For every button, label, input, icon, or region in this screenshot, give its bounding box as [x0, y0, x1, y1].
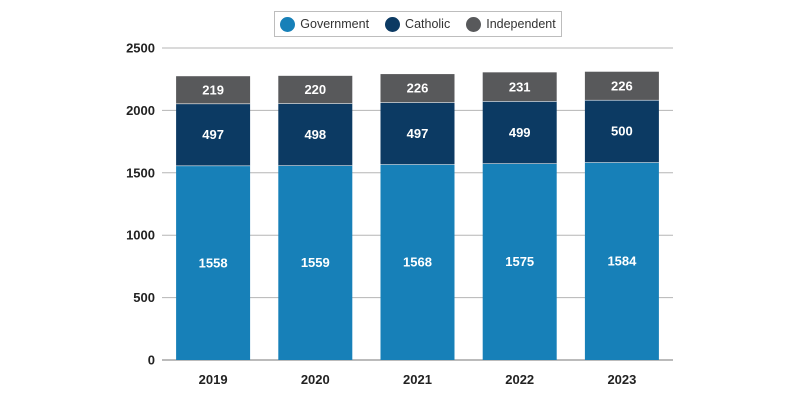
legend-item-catholic: Catholic: [385, 16, 451, 32]
legend-swatch-catholic: [385, 16, 401, 32]
x-tick-label: 2021: [403, 372, 432, 387]
legend-item-government: Government: [280, 16, 370, 32]
legend-label-independent: Independent: [486, 17, 556, 31]
y-tick-label: 2000: [126, 103, 155, 118]
data-label: 497: [407, 126, 429, 141]
data-label: 497: [202, 127, 224, 142]
bar-government-2019: [176, 165, 251, 360]
bar-catholic-2021: [380, 102, 455, 165]
data-label: 1558: [199, 255, 228, 270]
bar-catholic-2019: [176, 103, 251, 166]
data-label: 1575: [505, 254, 534, 269]
data-label: 1568: [403, 255, 432, 270]
bar-independent-2020: [278, 75, 353, 104]
legend: Government Catholic Independent: [274, 11, 562, 37]
x-tick-label: 2023: [607, 372, 636, 387]
y-axis: 0 500 1000 1500 2000 2500: [126, 41, 155, 368]
bar-independent-2019: [176, 76, 251, 104]
data-label: 500: [611, 124, 633, 139]
bar-independent-2021: [380, 74, 455, 103]
x-axis: 2019 2020 2021 2022 2023: [199, 372, 637, 387]
data-label: 220: [304, 82, 326, 97]
legend-swatch-independent: [466, 16, 482, 32]
legend-swatch-government: [280, 16, 296, 32]
data-label: 226: [407, 81, 429, 96]
bar-independent-2022: [482, 72, 557, 102]
bar-catholic-2020: [278, 103, 353, 166]
legend-item-independent: Independent: [466, 16, 556, 32]
x-tick-label: 2019: [199, 372, 228, 387]
bar-government-2022: [482, 163, 557, 360]
data-label: 1584: [607, 254, 637, 269]
legend-label-government: Government: [300, 17, 370, 31]
bar-catholic-2022: [482, 101, 557, 164]
y-tick-label: 500: [133, 290, 155, 305]
data-label: 219: [202, 82, 224, 97]
y-tick-label: 1500: [126, 165, 155, 180]
bar-government-2023: [584, 162, 659, 360]
bar-government-2021: [380, 164, 455, 360]
x-tick-label: 2020: [301, 372, 330, 387]
y-tick-label: 1000: [126, 228, 155, 243]
bar-independent-2023: [584, 71, 659, 100]
y-tick-label: 0: [148, 353, 155, 368]
data-label: 499: [509, 125, 531, 140]
data-label: 1559: [301, 255, 330, 270]
data-label: 226: [611, 78, 633, 93]
x-tick-label: 2022: [505, 372, 534, 387]
legend-label-catholic: Catholic: [405, 17, 451, 31]
data-label: 231: [509, 79, 531, 94]
data-label: 498: [304, 127, 326, 142]
bars: 1558 497 219 1559 498 220 1568 497 226 1575 499 231…: [176, 71, 659, 360]
bar-catholic-2023: [584, 99, 659, 163]
y-tick-label: 2500: [126, 41, 155, 56]
bar-government-2020: [278, 165, 353, 360]
